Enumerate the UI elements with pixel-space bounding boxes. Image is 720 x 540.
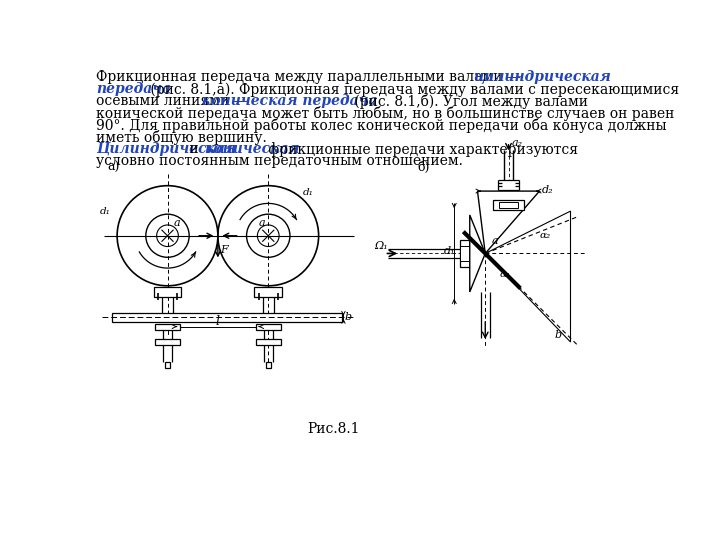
Text: b: b xyxy=(345,312,352,322)
Text: F: F xyxy=(220,245,228,254)
Text: α₂: α₂ xyxy=(539,231,551,240)
Text: б): б) xyxy=(417,161,429,174)
Text: Рис.8.1: Рис.8.1 xyxy=(307,422,359,436)
Text: (рис. 8.1,а). Фрикционная передача между валами с пересекающимися: (рис. 8.1,а). Фрикционная передача между… xyxy=(145,82,679,97)
Text: α₁: α₁ xyxy=(499,269,510,279)
Text: условно постоянным передаточным отношением.: условно постоянным передаточным отношени… xyxy=(96,154,463,168)
Text: l: l xyxy=(215,315,220,328)
Text: (рис. 8.1,б). Угол между валами: (рис. 8.1,б). Угол между валами xyxy=(351,94,588,109)
Text: a: a xyxy=(259,219,266,228)
Text: цилиндрическая: цилиндрическая xyxy=(473,70,611,84)
Text: иметь общую вершину.: иметь общую вершину. xyxy=(96,130,267,145)
Text: Ω₁: Ω₁ xyxy=(374,241,388,251)
Text: a: a xyxy=(492,236,498,246)
Text: a: a xyxy=(174,219,180,228)
Text: d₁: d₁ xyxy=(303,188,314,197)
Polygon shape xyxy=(256,339,281,345)
Polygon shape xyxy=(256,323,281,330)
Text: d₁: d₁ xyxy=(100,207,111,216)
Polygon shape xyxy=(165,362,170,368)
Polygon shape xyxy=(155,323,180,330)
Text: b: b xyxy=(555,330,562,340)
Polygon shape xyxy=(266,362,271,368)
Text: d₂: d₂ xyxy=(542,185,554,195)
Text: конической передача может быть любым, но в большинстве случаев он равен: конической передача может быть любым, но… xyxy=(96,106,675,121)
Polygon shape xyxy=(461,240,469,267)
Text: Фрикционная передача между параллельными валами —: Фрикционная передача между параллельными… xyxy=(96,70,521,84)
Text: a₂: a₂ xyxy=(512,138,523,149)
Polygon shape xyxy=(477,191,539,253)
Polygon shape xyxy=(153,287,181,296)
Polygon shape xyxy=(485,211,570,342)
Text: и: и xyxy=(184,142,202,156)
Text: передача: передача xyxy=(96,82,171,96)
Text: 90°. Для правильной работы колес конической передачи оба конуса должны: 90°. Для правильной работы колес коничес… xyxy=(96,118,667,133)
Polygon shape xyxy=(493,200,524,210)
Text: осевыми линиями —: осевыми линиями — xyxy=(96,94,252,108)
Text: а): а) xyxy=(107,161,120,174)
Text: коническая передача: коническая передача xyxy=(202,94,378,108)
Polygon shape xyxy=(499,202,518,208)
Polygon shape xyxy=(112,313,342,322)
Polygon shape xyxy=(155,339,180,345)
Polygon shape xyxy=(254,287,282,296)
Polygon shape xyxy=(461,246,469,261)
Text: коническая: коническая xyxy=(204,142,300,156)
Polygon shape xyxy=(469,215,485,292)
Text: фрикционные передачи характеризуются: фрикционные передачи характеризуются xyxy=(264,142,578,157)
Text: Цилиндрическая: Цилиндрическая xyxy=(96,142,236,156)
Text: d₁: d₁ xyxy=(444,246,455,256)
